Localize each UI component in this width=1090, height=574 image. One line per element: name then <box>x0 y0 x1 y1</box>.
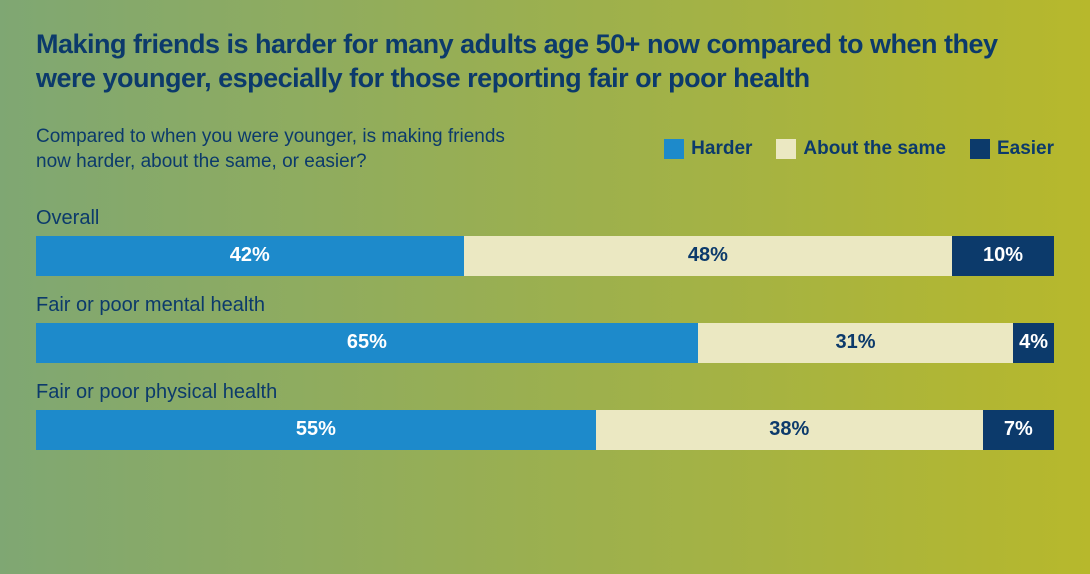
legend-item-easier: Easier <box>970 138 1054 160</box>
bar-segment-harder: 65% <box>36 323 698 363</box>
bar-segment-harder: 42% <box>36 236 464 276</box>
row-label: Fair or poor mental health <box>36 294 1054 317</box>
chart-title: Making friends is harder for many adults… <box>36 28 1054 96</box>
segment-value: 38% <box>769 418 809 441</box>
segment-value: 55% <box>296 418 336 441</box>
legend-label-easier: Easier <box>997 138 1054 160</box>
bar-segment-same: 31% <box>698 323 1014 363</box>
segment-value: 10% <box>983 244 1023 267</box>
segment-value: 42% <box>230 244 270 267</box>
legend: Harder About the same Easier <box>664 138 1054 160</box>
legend-item-same: About the same <box>776 138 946 160</box>
stacked-bar: 65% 31% 4% <box>36 323 1054 363</box>
subheader-row: Compared to when you were younger, is ma… <box>36 124 1054 175</box>
bar-row: Fair or poor mental health 65% 31% 4% <box>36 294 1054 363</box>
legend-swatch-same <box>776 139 796 159</box>
row-label: Overall <box>36 207 1054 230</box>
segment-value: 65% <box>347 331 387 354</box>
chart-question: Compared to when you were younger, is ma… <box>36 124 516 175</box>
bar-segment-harder: 55% <box>36 410 596 450</box>
legend-label-harder: Harder <box>691 138 752 160</box>
bar-segment-easier: 4% <box>1013 323 1054 363</box>
legend-swatch-easier <box>970 139 990 159</box>
bar-segment-easier: 7% <box>983 410 1054 450</box>
stacked-bar: 55% 38% 7% <box>36 410 1054 450</box>
stacked-bar: 42% 48% 10% <box>36 236 1054 276</box>
bar-row: Fair or poor physical health 55% 38% 7% <box>36 381 1054 450</box>
bar-rows: Overall 42% 48% 10% Fair or poor mental … <box>36 207 1054 450</box>
bar-segment-same: 48% <box>464 236 953 276</box>
legend-item-harder: Harder <box>664 138 752 160</box>
legend-label-same: About the same <box>803 138 946 160</box>
chart-container: Making friends is harder for many adults… <box>0 0 1090 574</box>
segment-value: 4% <box>1019 331 1048 354</box>
segment-value: 7% <box>1004 418 1033 441</box>
bar-segment-easier: 10% <box>952 236 1054 276</box>
bar-row: Overall 42% 48% 10% <box>36 207 1054 276</box>
segment-value: 31% <box>835 331 875 354</box>
row-label: Fair or poor physical health <box>36 381 1054 404</box>
bar-segment-same: 38% <box>596 410 983 450</box>
segment-value: 48% <box>688 244 728 267</box>
legend-swatch-harder <box>664 139 684 159</box>
